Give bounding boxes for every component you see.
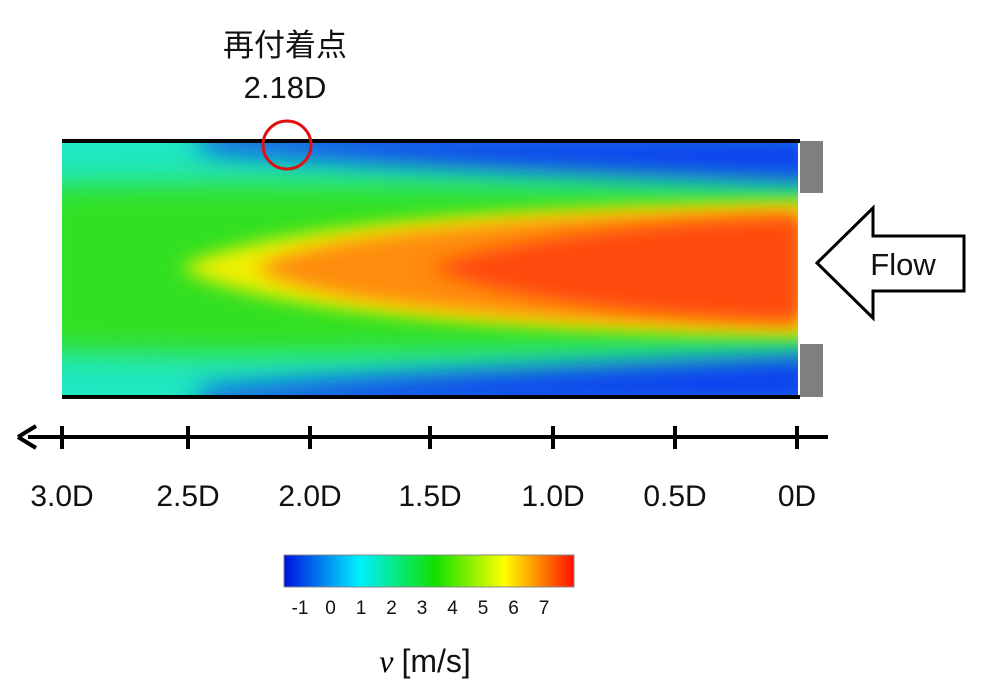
axis-tick-label: 2.0D <box>278 480 341 513</box>
colorbar <box>283 554 575 588</box>
reattachment-title: 再付着点 <box>223 28 347 63</box>
axis-tick-label: 1.0D <box>521 480 584 513</box>
colorbar-tick-label: 0 <box>325 598 336 619</box>
axis-tick-label: 3.0D <box>30 480 93 513</box>
low-velocity-top <box>200 141 798 185</box>
axis-arrow-icon <box>16 424 38 450</box>
colorbar-tick-label: 1 <box>356 598 367 619</box>
flow-label: Flow <box>870 247 936 282</box>
colorbar-tick-label: 3 <box>417 598 428 619</box>
colorbar-tick-label: 7 <box>539 598 550 619</box>
axis-tick-label: 0D <box>778 480 816 513</box>
low-velocity-bottom <box>200 353 798 397</box>
orifice-plate-bottom <box>800 344 823 397</box>
velocity-field <box>62 141 798 397</box>
axis-tick-label: 0.5D <box>643 480 706 513</box>
reattachment-marker <box>261 119 313 171</box>
colorbar-tick-label: 4 <box>447 598 458 619</box>
jet-core-inner <box>430 218 798 320</box>
reattachment-value: 2.18D <box>243 70 327 105</box>
colorbar-tick-label: 6 <box>508 598 519 619</box>
colorbar-tick-label: -1 <box>292 598 309 619</box>
axis-tick-label: 1.5D <box>398 480 461 513</box>
position-axis: 3.0D 2.5D 2.0D 1.5D 1.0D 0.5D 0D <box>16 424 828 513</box>
orifice-plate-top <box>800 141 823 193</box>
colorbar-tick-label: 5 <box>478 598 489 619</box>
flow-arrow: Flow <box>814 204 966 322</box>
colorbar-label: v [m/s] <box>379 643 471 679</box>
axis-tick-label: 2.5D <box>156 480 219 513</box>
colorbar-tick-label: 2 <box>386 598 397 619</box>
